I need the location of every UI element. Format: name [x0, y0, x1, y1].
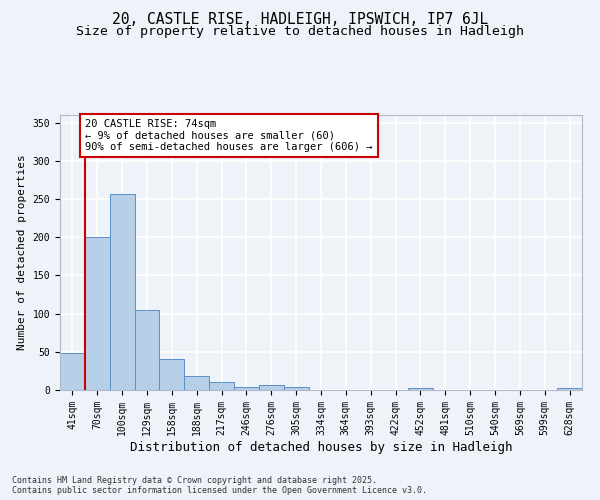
Bar	[110, 194, 134, 390]
Text: Contains HM Land Registry data © Crown copyright and database right 2025.
Contai: Contains HM Land Registry data © Crown c…	[12, 476, 427, 495]
Text: Size of property relative to detached houses in Hadleigh: Size of property relative to detached ho…	[76, 25, 524, 38]
Y-axis label: Number of detached properties: Number of detached properties	[17, 154, 27, 350]
Bar	[85, 237, 110, 390]
Text: 20 CASTLE RISE: 74sqm
← 9% of detached houses are smaller (60)
90% of semi-detac: 20 CASTLE RISE: 74sqm ← 9% of detached h…	[85, 119, 373, 152]
Text: 20, CASTLE RISE, HADLEIGH, IPSWICH, IP7 6JL: 20, CASTLE RISE, HADLEIGH, IPSWICH, IP7 …	[112, 12, 488, 28]
Bar	[209, 382, 234, 390]
Bar	[60, 354, 85, 390]
X-axis label: Distribution of detached houses by size in Hadleigh: Distribution of detached houses by size …	[130, 440, 512, 454]
Bar	[234, 387, 259, 390]
Bar	[184, 376, 209, 390]
Bar	[259, 386, 284, 390]
Bar	[284, 387, 308, 390]
Bar	[160, 360, 184, 390]
Bar	[408, 388, 433, 390]
Bar	[557, 388, 582, 390]
Bar	[134, 310, 160, 390]
